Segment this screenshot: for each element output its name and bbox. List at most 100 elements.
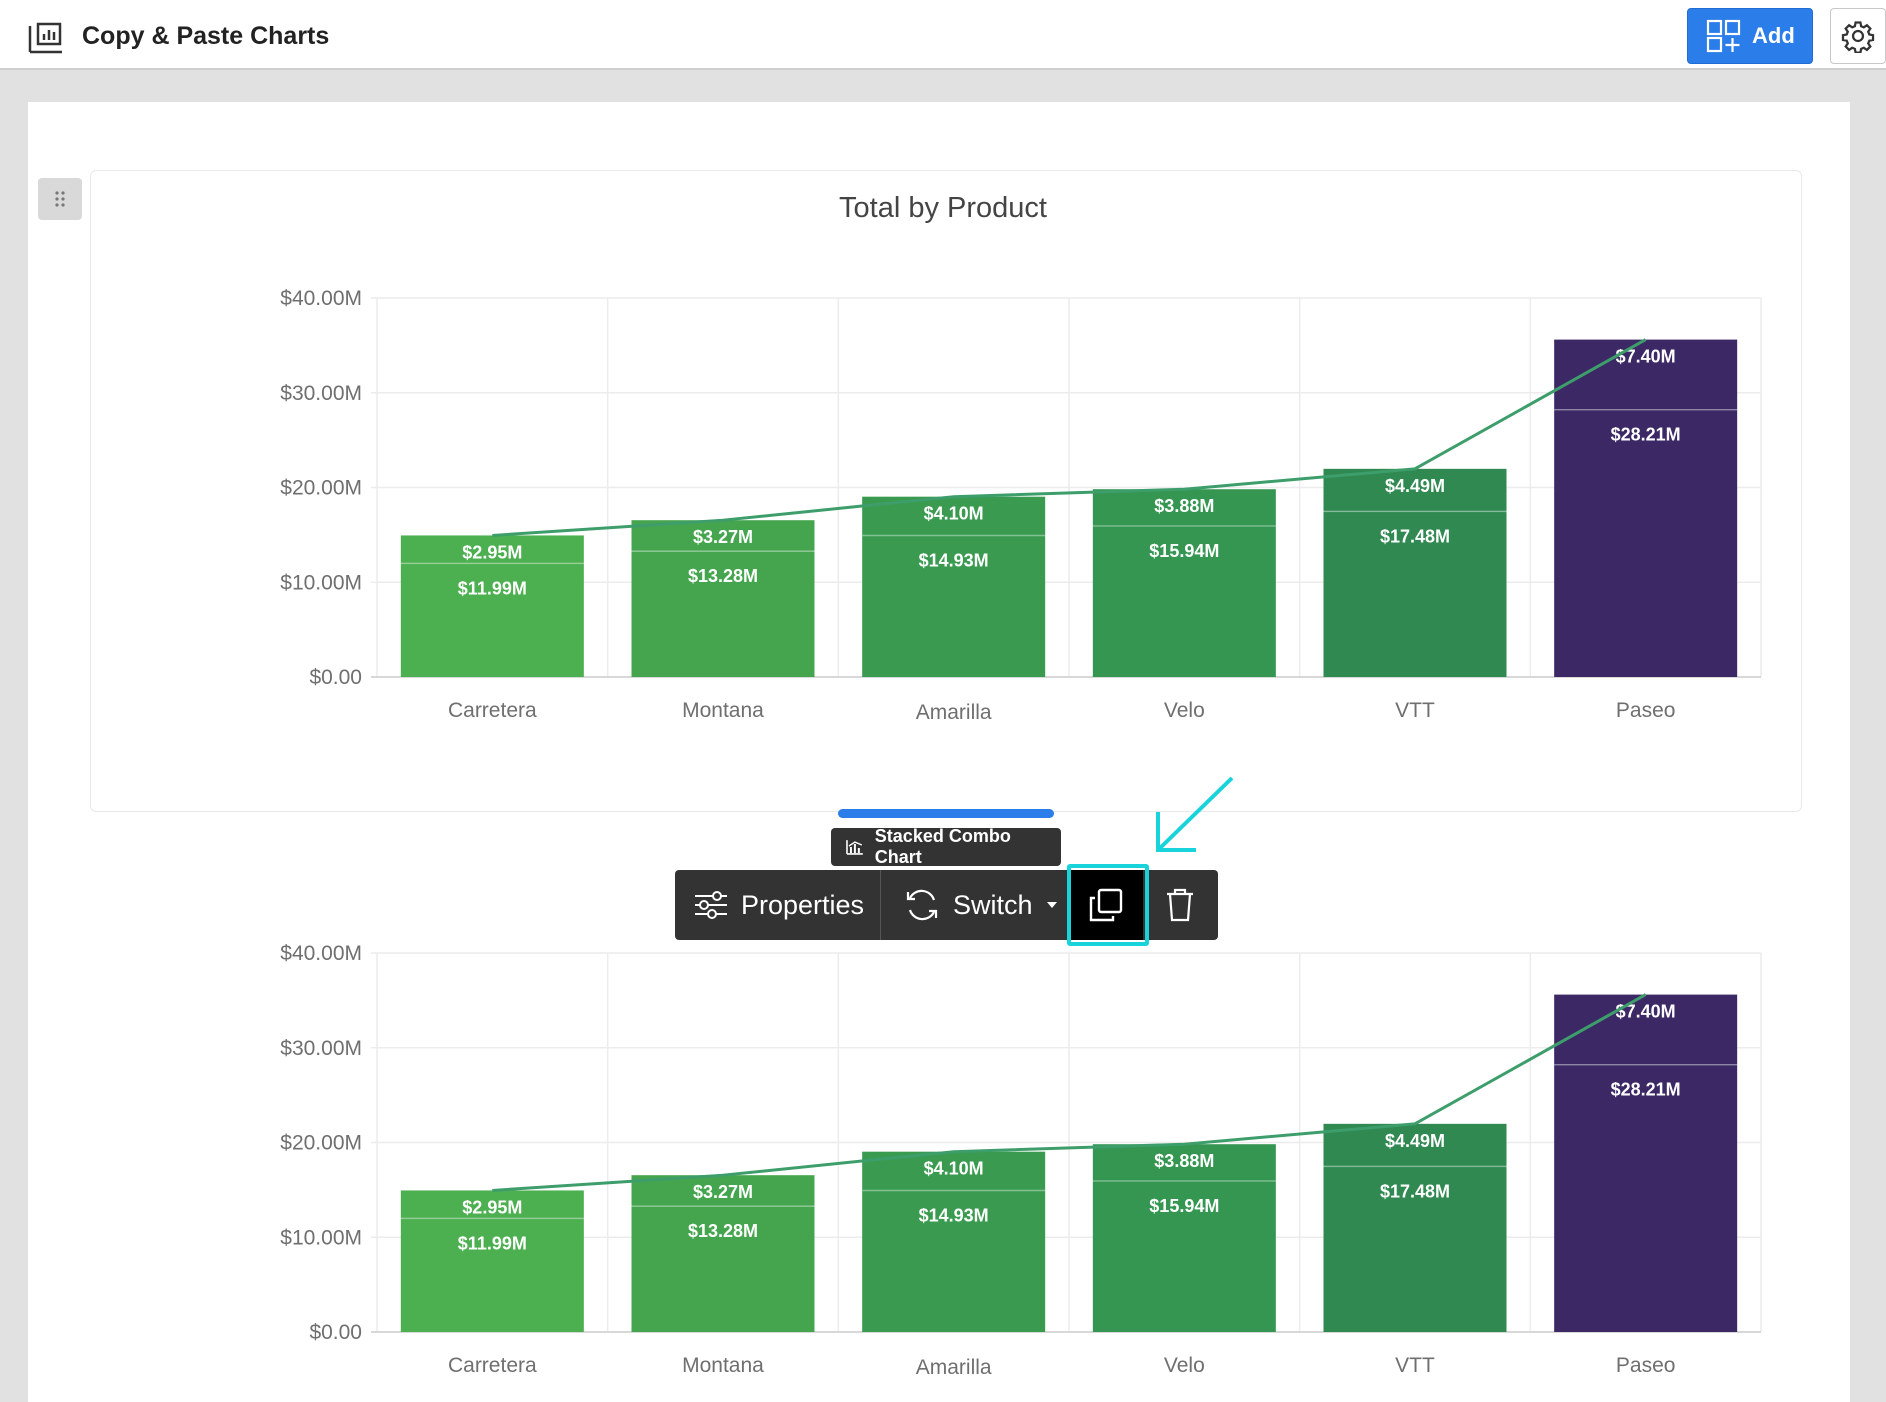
chart-total-by-product: $0.00 $10.00M $20.00M $30.00M $40.00M $11.99M… — [280, 287, 1762, 724]
tooltip-label: Stacked Combo Chart — [874, 826, 1011, 867]
data-label: $15.94M — [1149, 1196, 1219, 1216]
refresh-icon — [906, 889, 938, 921]
bar-segment-top — [1092, 489, 1276, 526]
bar-segment-top — [1323, 1123, 1507, 1167]
caret-down-icon — [1046, 902, 1057, 908]
duplicate-button[interactable] — [1069, 870, 1143, 940]
x-tick-label: Carretera — [448, 1354, 537, 1377]
total-line — [492, 338, 1647, 537]
chart-type-tooltip: Stacked Combo Chart — [831, 826, 1061, 867]
bar-segment-top — [1323, 468, 1507, 512]
x-tick-label: Paseo — [1616, 1354, 1676, 1377]
add-button-label: Add — [1752, 23, 1795, 48]
chart-copy: $0.00 $10.00M $20.00M $30.00M $40.00M $11.99M… — [280, 942, 1762, 1379]
bar-segment-base — [1323, 1166, 1507, 1332]
data-label: $17.48M — [1380, 1181, 1450, 1201]
data-label: $11.99M — [458, 578, 527, 598]
data-label: $13.28M — [688, 566, 758, 586]
x-tick-label: Montana — [682, 1354, 764, 1377]
bar-segment-base — [1554, 409, 1738, 677]
settings-button[interactable] — [1830, 8, 1886, 64]
combo-chart-icon — [846, 840, 863, 855]
data-label: $4.49M — [1385, 1131, 1445, 1151]
drag-handle[interactable] — [38, 178, 82, 220]
properties-label: Properties — [741, 889, 865, 920]
y-tick-label: $20.00M — [280, 477, 362, 500]
data-label: $4.10M — [924, 504, 984, 524]
add-widget-icon — [1706, 19, 1741, 53]
bar-segment-base — [1323, 511, 1507, 677]
delete-button[interactable] — [1147, 870, 1213, 940]
data-label: $2.95M — [462, 542, 522, 562]
data-label: $13.28M — [688, 1221, 758, 1241]
x-tick-label: Amarilla — [916, 701, 992, 724]
data-label: $2.95M — [462, 1197, 522, 1217]
bar-segment-base — [862, 1190, 1046, 1332]
y-tick-label: $40.00M — [280, 287, 362, 310]
data-label: $3.27M — [693, 527, 753, 547]
add-button[interactable]: Add — [1687, 8, 1813, 64]
data-label: $28.21M — [1611, 1080, 1681, 1100]
x-tick-label: Amarilla — [916, 1356, 992, 1379]
x-tick-label: Carretera — [448, 699, 537, 722]
bar-segment-base — [1092, 1180, 1276, 1332]
data-label: $4.49M — [1385, 476, 1445, 496]
x-tick-label: Paseo — [1616, 699, 1676, 722]
y-tick-label: $0.00 — [309, 1321, 362, 1344]
bar-segment-top — [400, 1190, 584, 1219]
switch-label: Switch — [953, 889, 1033, 920]
data-label: $4.10M — [924, 1159, 984, 1179]
y-tick-label: $30.00M — [280, 1037, 362, 1060]
x-tick-label: Velo — [1164, 699, 1205, 722]
data-label: $3.27M — [693, 1182, 753, 1202]
annotation-arrow-icon — [1156, 776, 1234, 852]
bar-segment-base — [1092, 525, 1276, 677]
x-tick-label: VTT — [1395, 699, 1435, 722]
data-label: $3.88M — [1154, 496, 1214, 516]
data-label: $28.21M — [1611, 425, 1681, 445]
total-line — [492, 993, 1647, 1192]
bar-segment-top — [400, 535, 584, 564]
data-label: $11.99M — [458, 1233, 527, 1253]
data-label: $15.94M — [1149, 541, 1219, 561]
y-tick-label: $30.00M — [280, 382, 362, 405]
selection-indicator — [838, 809, 1054, 818]
x-tick-label: VTT — [1395, 1354, 1435, 1377]
trash-icon — [1167, 888, 1193, 922]
sliders-icon — [695, 891, 727, 919]
page-title: Copy & Paste Charts — [82, 22, 330, 50]
x-tick-label: Montana — [682, 699, 764, 722]
properties-button[interactable]: Properties — [693, 870, 864, 940]
chart-icon — [28, 22, 62, 54]
chart-title: Total by Product — [839, 192, 1047, 224]
bar-segment-base — [631, 551, 815, 677]
data-label: $14.93M — [919, 1206, 989, 1226]
data-label: $14.93M — [919, 551, 989, 571]
top-bar: Copy & Paste Charts Add — [0, 0, 1886, 70]
data-label: $7.40M — [1616, 1002, 1676, 1022]
toolbar-divider — [880, 870, 881, 940]
y-tick-label: $40.00M — [280, 942, 362, 965]
duplicate-highlight — [1067, 864, 1149, 946]
bar-segment-top — [1092, 1144, 1276, 1181]
bar-segment-base — [400, 1218, 584, 1332]
copy-icon — [1089, 888, 1123, 922]
gear-icon — [1841, 21, 1875, 53]
bar-segment-base — [631, 1206, 815, 1332]
data-label: $17.48M — [1380, 526, 1450, 546]
y-tick-label: $10.00M — [280, 571, 362, 594]
y-tick-label: $0.00 — [309, 666, 362, 689]
switch-button[interactable]: Switch — [903, 870, 1063, 940]
data-label: $3.88M — [1154, 1151, 1214, 1171]
y-tick-label: $10.00M — [280, 1226, 362, 1249]
bar-segment-base — [1554, 1064, 1738, 1332]
grip-icon — [55, 191, 65, 207]
chart-toolbar: Properties Switch — [675, 870, 1218, 940]
bar-segment-base — [862, 535, 1046, 677]
y-tick-label: $20.00M — [280, 1132, 362, 1155]
bar-segment-base — [400, 563, 584, 677]
x-tick-label: Velo — [1164, 1354, 1205, 1377]
chart-card[interactable] — [90, 170, 1802, 812]
data-label: $7.40M — [1616, 347, 1676, 367]
